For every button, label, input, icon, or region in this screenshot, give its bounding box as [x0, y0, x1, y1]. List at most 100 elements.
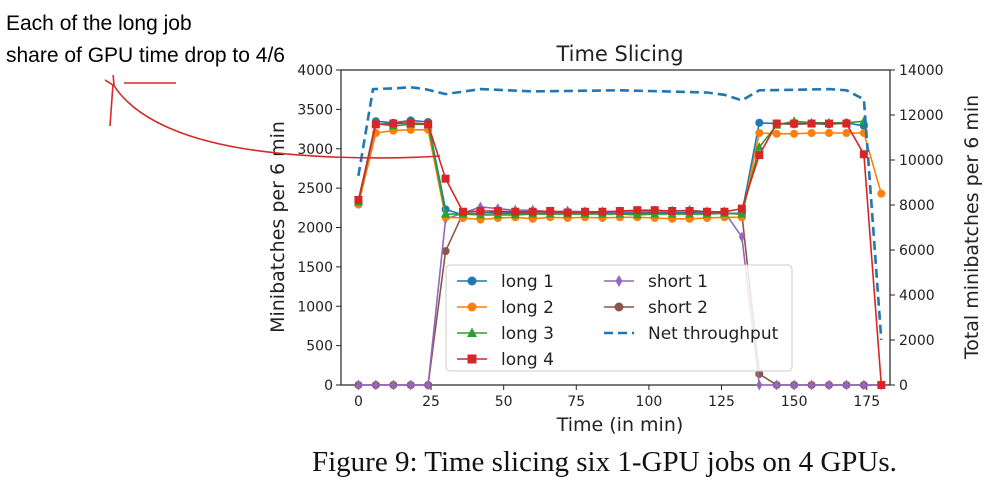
y2-tick-label: 12000	[899, 108, 944, 124]
y-tick-label: 3000	[297, 142, 333, 158]
legend-entry-long-2: long 2	[457, 298, 554, 318]
data-point	[407, 379, 414, 391]
legend-label: short 2	[648, 298, 708, 318]
data-point	[737, 209, 747, 218]
y2-tick-label: 14000	[899, 63, 944, 79]
data-point	[720, 207, 729, 216]
legend-label: short 1	[648, 272, 708, 292]
data-point	[371, 120, 380, 129]
y-tick-label: 1500	[297, 260, 333, 276]
legend-label: Net throughput	[648, 324, 779, 344]
legend-marker	[467, 327, 477, 337]
data-point	[650, 206, 659, 215]
data-point	[772, 129, 781, 138]
time-slicing-chart: Time Slicing 0 25 50 75 100 125 150 175 0 500 1000…	[0, 42, 983, 436]
y-tick-label: 4000	[297, 63, 333, 79]
legend-entry-long-4: long 4	[457, 350, 554, 370]
chart-plot-area	[353, 85, 886, 391]
data-point	[807, 119, 816, 128]
y2-tick-label: 6000	[899, 243, 935, 259]
data-point	[355, 379, 362, 391]
data-point	[546, 206, 555, 215]
x-tick-label: 75	[567, 394, 585, 410]
data-point	[825, 129, 833, 137]
series-long-4	[354, 118, 886, 389]
data-point	[493, 206, 502, 215]
chart-title: Time Slicing	[555, 42, 683, 66]
x-tick-label: 50	[495, 394, 513, 410]
legend-label: long 2	[501, 298, 554, 318]
data-point	[737, 204, 746, 213]
data-point	[615, 206, 624, 215]
data-point	[755, 118, 764, 127]
data-point	[703, 207, 711, 216]
y-tick-label: 2000	[297, 221, 333, 237]
series-line	[357, 85, 883, 341]
legend-entry-long-1: long 1	[457, 272, 554, 292]
data-point	[877, 381, 886, 389]
legend-entry-short-2: short 2	[604, 298, 708, 318]
annotation-arrow-path	[113, 84, 441, 159]
data-point	[441, 247, 450, 256]
y-tick-label: 1000	[297, 299, 333, 315]
legend-entry-short-1: short 1	[604, 272, 708, 292]
data-point	[859, 150, 868, 159]
data-point	[563, 208, 572, 217]
data-point	[390, 379, 397, 391]
y2-tick-label: 4000	[899, 288, 935, 304]
legend-entry-net-throughput: Net throughput	[604, 324, 779, 344]
legend-marker	[467, 276, 477, 286]
data-point	[406, 118, 415, 127]
annotation-text: Each of the long job share of GPU time d…	[6, 8, 285, 72]
series-net-throughput	[357, 85, 883, 341]
legend-marker	[467, 354, 477, 364]
chart-axes: 0 25 50 75 100 125 150 175 0 500 1000 1500 2000 2500 3…	[297, 63, 943, 410]
data-point	[842, 119, 851, 128]
data-point	[581, 207, 589, 216]
data-point	[772, 119, 781, 128]
y2-tick-label: 2000	[899, 333, 935, 349]
data-point	[372, 379, 379, 391]
legend-marker	[615, 275, 623, 287]
x-tick-label: 150	[781, 394, 808, 410]
legend-marker	[467, 302, 477, 312]
figure-caption: Figure 9: Time slicing six 1-GPU jobs on…	[312, 446, 897, 478]
data-point	[354, 195, 363, 204]
data-point	[791, 379, 798, 391]
data-point	[825, 119, 833, 128]
data-point	[685, 206, 694, 215]
red-arrow-annotation	[110, 83, 441, 159]
annotation-line-2: share of GPU time drop to 4/6	[6, 44, 285, 67]
data-point	[738, 231, 745, 243]
data-point	[441, 209, 451, 218]
x-tick-label: 125	[708, 394, 735, 410]
series-line	[357, 129, 883, 221]
data-point	[459, 207, 467, 216]
x-tick-label: 25	[422, 394, 440, 410]
data-point	[511, 207, 520, 216]
y2-tick-label: 8000	[899, 198, 935, 214]
x-axis-label: Time (in min)	[556, 414, 684, 436]
data-point	[389, 119, 398, 128]
y-tick-label: 2500	[297, 181, 333, 197]
y2-tick-label: 10000	[899, 153, 944, 169]
x-tick-label: 100	[636, 394, 663, 410]
legend-label: long 4	[501, 350, 554, 370]
data-point	[425, 379, 432, 391]
data-point	[528, 207, 537, 216]
y-tick-label: 0	[324, 378, 333, 394]
data-point	[755, 129, 764, 137]
data-point	[476, 206, 485, 215]
data-point	[773, 379, 780, 391]
data-point	[843, 379, 850, 391]
data-point	[877, 189, 886, 198]
data-point	[790, 119, 799, 128]
data-point	[441, 174, 450, 183]
y-axis-label: Minibatches per 6 min	[267, 121, 289, 333]
data-point	[754, 142, 764, 151]
data-point	[860, 379, 867, 391]
data-point	[790, 129, 799, 138]
data-point	[842, 129, 851, 137]
data-point	[826, 379, 832, 391]
data-point	[633, 206, 642, 215]
